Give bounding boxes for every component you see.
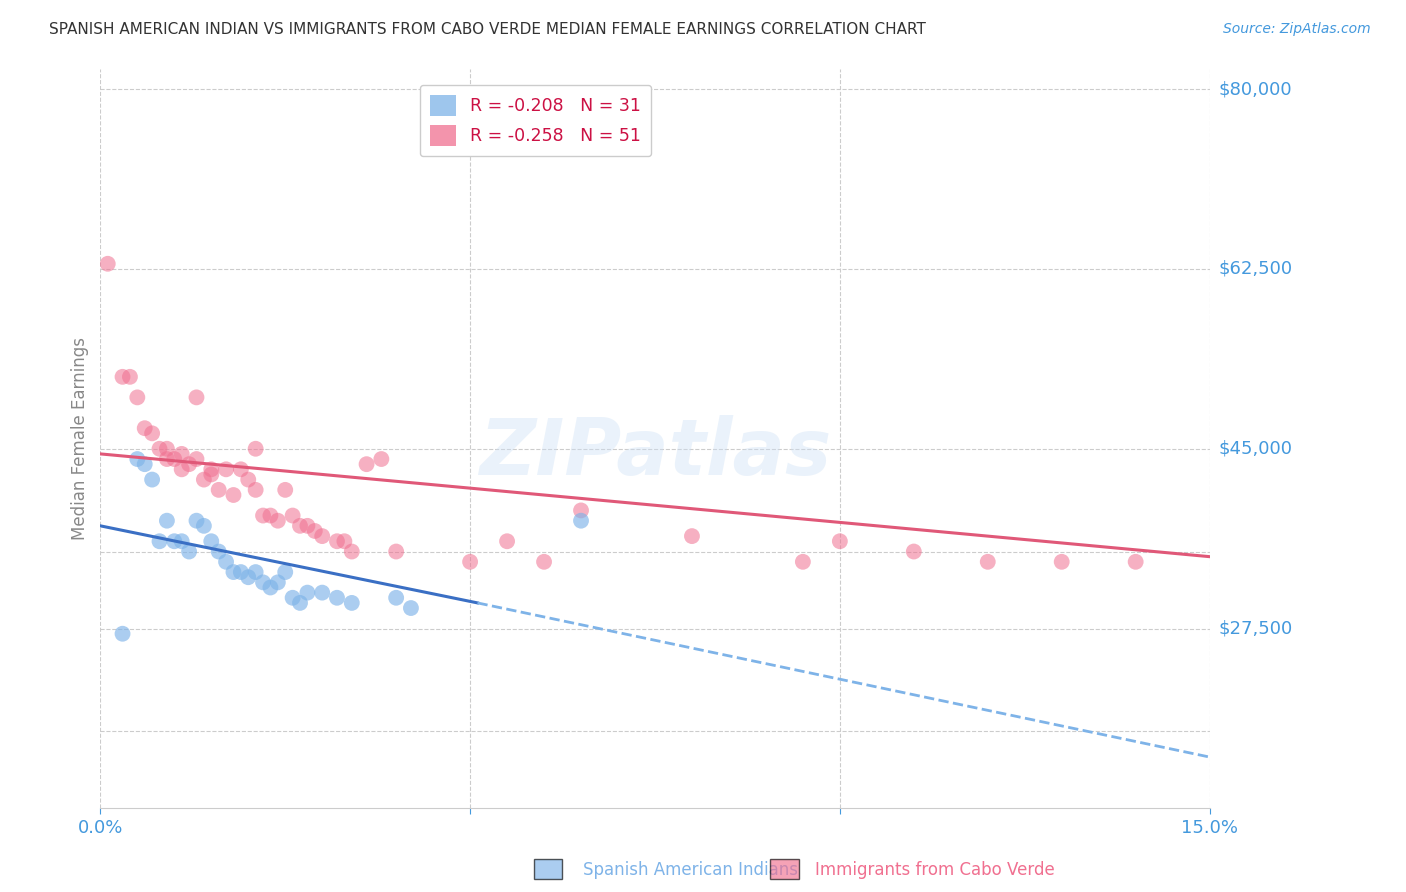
Point [186, 514, 208, 528]
Point [311, 529, 333, 543]
Point [222, 488, 245, 502]
Point [141, 473, 163, 487]
Text: $45,000: $45,000 [1219, 440, 1292, 458]
Text: Spanish American Indians: Spanish American Indians [583, 861, 799, 879]
Point [399, 601, 422, 615]
Point [148, 534, 170, 549]
Point [156, 452, 179, 467]
Point [170, 462, 193, 476]
Legend: R = -0.208   N = 31, R = -0.258   N = 51: R = -0.208 N = 31, R = -0.258 N = 51 [419, 85, 651, 156]
Point [903, 544, 925, 558]
Point [163, 452, 186, 467]
Point [156, 442, 179, 456]
Point [681, 529, 703, 543]
Point [238, 473, 260, 487]
Point [326, 534, 349, 549]
Point [533, 555, 555, 569]
Point [215, 462, 238, 476]
Point [977, 555, 1000, 569]
Point [193, 473, 215, 487]
Text: Source: ZipAtlas.com: Source: ZipAtlas.com [1223, 22, 1371, 37]
Point [252, 508, 274, 523]
Point [127, 452, 149, 467]
Point [97, 257, 120, 271]
Point [259, 508, 281, 523]
Text: Immigrants from Cabo Verde: Immigrants from Cabo Verde [815, 861, 1056, 879]
Point [569, 514, 592, 528]
Point [340, 596, 363, 610]
Text: SPANISH AMERICAN INDIAN VS IMMIGRANTS FROM CABO VERDE MEDIAN FEMALE EARNINGS COR: SPANISH AMERICAN INDIAN VS IMMIGRANTS FR… [49, 22, 927, 37]
Point [186, 390, 208, 404]
Point [333, 534, 356, 549]
Text: $62,500: $62,500 [1219, 260, 1292, 278]
Point [118, 369, 141, 384]
Point [297, 518, 319, 533]
Point [496, 534, 519, 549]
Point [267, 575, 290, 590]
Point [297, 585, 319, 599]
Point [370, 452, 392, 467]
Point [288, 518, 311, 533]
Point [222, 565, 245, 579]
Point [208, 483, 231, 497]
Point [193, 518, 215, 533]
Point [200, 467, 222, 482]
Point [1050, 555, 1073, 569]
Point [134, 457, 156, 471]
Point [170, 534, 193, 549]
Point [208, 544, 231, 558]
Point [792, 555, 814, 569]
Point [245, 565, 267, 579]
Point [252, 575, 274, 590]
Point [259, 581, 281, 595]
Point [134, 421, 156, 435]
Point [238, 570, 260, 584]
Point [274, 565, 297, 579]
Point [200, 462, 222, 476]
Point [281, 591, 304, 605]
Point [267, 514, 290, 528]
Point [229, 462, 252, 476]
Point [111, 626, 134, 640]
Point [385, 591, 408, 605]
Point [1125, 555, 1147, 569]
Point [148, 442, 170, 456]
Point [177, 544, 200, 558]
Point [141, 426, 163, 441]
Point [177, 457, 200, 471]
Point [281, 508, 304, 523]
Point [304, 524, 326, 538]
Point [245, 442, 267, 456]
Point [215, 555, 238, 569]
Y-axis label: Median Female Earnings: Median Female Earnings [72, 337, 89, 540]
Text: $27,500: $27,500 [1219, 620, 1292, 638]
Point [245, 483, 267, 497]
Point [274, 483, 297, 497]
Point [326, 591, 349, 605]
Point [340, 544, 363, 558]
Point [288, 596, 311, 610]
Point [569, 503, 592, 517]
Point [200, 534, 222, 549]
Point [111, 369, 134, 384]
Point [229, 565, 252, 579]
Point [311, 585, 333, 599]
Point [186, 452, 208, 467]
Point [356, 457, 378, 471]
Point [458, 555, 481, 569]
Point [127, 390, 149, 404]
Point [385, 544, 408, 558]
Point [156, 514, 179, 528]
Point [828, 534, 851, 549]
Point [163, 534, 186, 549]
Text: $80,000: $80,000 [1219, 80, 1292, 98]
Point [170, 447, 193, 461]
Text: ZIPatlas: ZIPatlas [479, 416, 831, 491]
